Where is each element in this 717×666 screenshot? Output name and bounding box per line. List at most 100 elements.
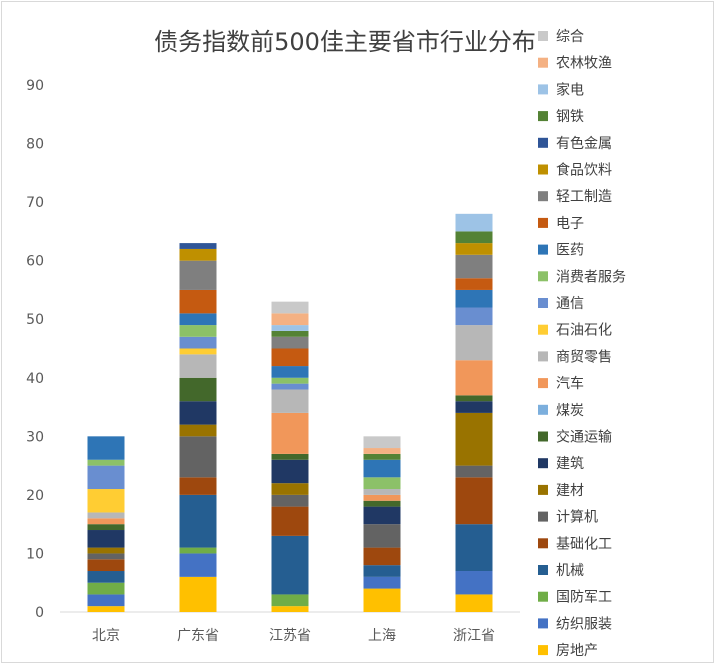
legend-label: 汽车 bbox=[556, 375, 584, 392]
bar-segment bbox=[271, 336, 309, 349]
bar-segment bbox=[179, 248, 217, 261]
legend-swatch bbox=[538, 378, 548, 389]
bar-segment bbox=[87, 530, 125, 548]
legend-label: 家电 bbox=[556, 81, 584, 98]
legend-label: 建材 bbox=[556, 483, 584, 499]
bar-segment bbox=[271, 494, 309, 507]
legend-swatch bbox=[538, 404, 548, 415]
bar-segment bbox=[271, 535, 309, 595]
legend-swatch bbox=[538, 618, 548, 629]
bar-segment bbox=[87, 524, 125, 531]
bar-segment bbox=[179, 494, 217, 548]
bar-segment bbox=[87, 518, 125, 525]
bar-segment bbox=[363, 436, 401, 449]
legend-swatch bbox=[538, 538, 548, 549]
bar-segment bbox=[87, 606, 125, 612]
bar-segment bbox=[179, 401, 217, 425]
bar-segment bbox=[455, 571, 493, 595]
y-tick-label: 40 bbox=[26, 371, 44, 387]
bar-segment bbox=[271, 301, 309, 314]
legend-swatch bbox=[538, 84, 548, 95]
legend-swatch bbox=[538, 645, 548, 656]
bar-segment bbox=[455, 325, 493, 361]
bar-segment bbox=[179, 436, 217, 478]
bar-segment bbox=[455, 401, 493, 413]
bar-segment bbox=[271, 459, 309, 484]
bar-segment bbox=[179, 377, 217, 402]
bar-segment bbox=[363, 500, 401, 507]
bar-segment bbox=[271, 389, 309, 413]
legend-swatch bbox=[538, 271, 548, 282]
bar-segment bbox=[363, 489, 401, 495]
legend-label: 食品饮料 bbox=[556, 162, 612, 179]
bar-segment bbox=[455, 395, 493, 402]
legend-label: 计算机 bbox=[556, 510, 598, 526]
bar-segment bbox=[87, 459, 125, 466]
bar-segment bbox=[179, 260, 217, 290]
bar-segment bbox=[363, 547, 401, 566]
bar-segment bbox=[179, 348, 217, 355]
legend-label: 医药 bbox=[556, 243, 584, 259]
bar-segment bbox=[87, 465, 125, 490]
bar-segment bbox=[271, 348, 309, 367]
legend-swatch bbox=[538, 57, 548, 68]
legend-swatch bbox=[538, 137, 548, 148]
legend-swatch bbox=[538, 511, 548, 522]
x-tick-label: 北京 bbox=[92, 628, 120, 644]
bar-segment bbox=[363, 477, 401, 490]
legend-swatch bbox=[538, 431, 548, 442]
bar-segment bbox=[271, 594, 309, 607]
legend-swatch bbox=[538, 164, 548, 175]
legend-swatch bbox=[538, 591, 548, 602]
legend-label: 综合 bbox=[556, 29, 584, 45]
bar-segment bbox=[87, 436, 125, 460]
y-tick-label: 10 bbox=[26, 546, 44, 562]
y-tick-label: 90 bbox=[26, 78, 44, 94]
bar-segment bbox=[87, 489, 125, 513]
bar-segment bbox=[179, 289, 217, 314]
y-tick-label: 60 bbox=[26, 254, 44, 270]
legend-swatch bbox=[538, 31, 548, 41]
bar-segment bbox=[179, 354, 217, 378]
bar-segment bbox=[455, 243, 493, 255]
legend-label: 钢铁 bbox=[556, 109, 584, 125]
bar-segment bbox=[363, 524, 401, 548]
bar-segment bbox=[455, 360, 493, 396]
bar-segment bbox=[271, 506, 309, 536]
legend-swatch bbox=[538, 324, 548, 335]
legend-swatch bbox=[538, 191, 548, 202]
y-tick-label: 30 bbox=[26, 429, 44, 445]
bar-segment bbox=[363, 506, 401, 525]
bar-segment bbox=[87, 559, 125, 572]
y-tick-label: 50 bbox=[26, 312, 44, 328]
legend-swatch bbox=[538, 111, 548, 122]
x-tick-label: 江苏省 bbox=[269, 628, 311, 644]
y-tick-label: 70 bbox=[26, 195, 44, 211]
bar-segment bbox=[179, 547, 217, 554]
bar-segment bbox=[271, 412, 309, 454]
bar-segment bbox=[363, 588, 401, 612]
legend-label: 建筑 bbox=[556, 456, 584, 472]
legend-label: 纺织服装 bbox=[556, 616, 612, 632]
bar-segment bbox=[179, 477, 217, 495]
bar-segment bbox=[455, 477, 493, 525]
bar-segment bbox=[363, 448, 401, 454]
bar-segment bbox=[271, 377, 309, 384]
bar-segment bbox=[87, 571, 125, 583]
bar-segment bbox=[455, 254, 493, 279]
x-tick-label: 上海 bbox=[368, 628, 396, 644]
bar-segment bbox=[87, 553, 125, 560]
legend-label: 消费者服务 bbox=[556, 269, 626, 285]
legend-label: 基础化工 bbox=[556, 535, 612, 552]
bar-segment bbox=[455, 278, 493, 290]
bar-segment bbox=[271, 606, 309, 612]
y-tick-label: 0 bbox=[35, 605, 44, 621]
legend-swatch bbox=[538, 244, 548, 255]
legend-swatch bbox=[538, 565, 548, 575]
bar-segment bbox=[271, 383, 309, 390]
y-tick-label: 20 bbox=[26, 488, 44, 504]
bar-segment bbox=[455, 213, 493, 232]
bar-segment bbox=[179, 424, 217, 437]
